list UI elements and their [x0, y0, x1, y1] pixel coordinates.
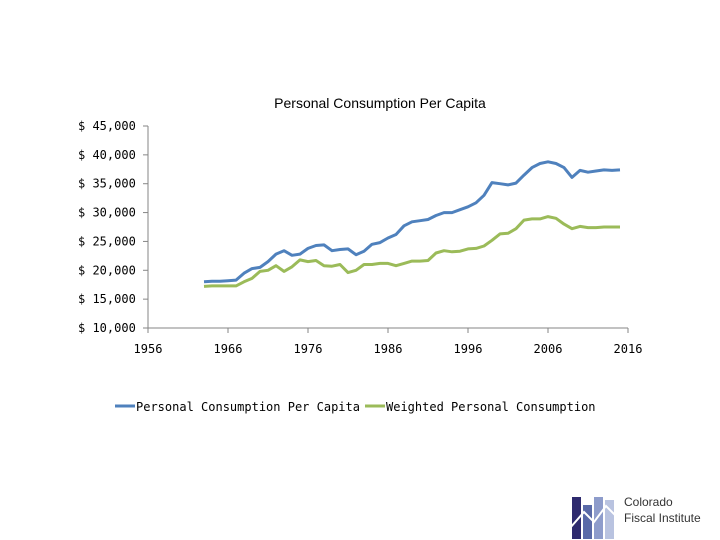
legend-label-personal-consumption: Personal Consumption Per Capita	[136, 400, 360, 414]
x-tick-label: 1966	[214, 342, 243, 356]
y-tick-label: $ 10,000	[78, 321, 136, 335]
logo-bar-4	[605, 500, 614, 539]
series-line-personal-consumption	[203, 160, 621, 284]
y-tick-label: $ 40,000	[78, 148, 136, 162]
y-tick-label: $ 30,000	[78, 206, 136, 220]
legend-label-weighted-consumption: Weighted Personal Consumption	[386, 400, 596, 414]
x-tick-label: 1956	[134, 342, 163, 356]
x-tick-label: 1996	[454, 342, 483, 356]
series-line-weighted-consumption	[203, 215, 620, 288]
chart-title: Personal Consumption Per Capita	[274, 95, 486, 111]
x-tick-label: 2006	[534, 342, 563, 356]
x-axis: 1956 1966 1976 1986 1996 2006 2016	[134, 327, 643, 356]
colorado-fiscal-institute-logo: Colorado Fiscal Institute	[569, 495, 701, 539]
legend: Personal Consumption Per Capita Weighted…	[115, 400, 596, 414]
y-tick-label: $ 35,000	[78, 177, 136, 191]
x-tick-label: 1976	[294, 342, 323, 356]
y-tick-label: $ 25,000	[78, 234, 136, 248]
logo-bar-1	[572, 497, 581, 539]
y-tick-label: $ 45,000	[78, 119, 136, 133]
logo-text-fiscal-institute: Fiscal Institute	[624, 511, 701, 525]
y-axis: $ 10,000 $ 15,000 $ 20,000 $ 25,000 $ 30,000…	[78, 119, 149, 335]
y-tick-label: $ 20,000	[78, 263, 136, 277]
series-layer	[203, 160, 621, 288]
x-tick-label: 2016	[614, 342, 643, 356]
x-tick-label: 1986	[374, 342, 403, 356]
logo-bar-3	[594, 497, 603, 539]
mountain-icon	[569, 504, 619, 529]
logo-text-colorado: Colorado	[624, 495, 673, 509]
logo-bar-2	[583, 505, 592, 539]
y-tick-label: $ 15,000	[78, 292, 136, 306]
